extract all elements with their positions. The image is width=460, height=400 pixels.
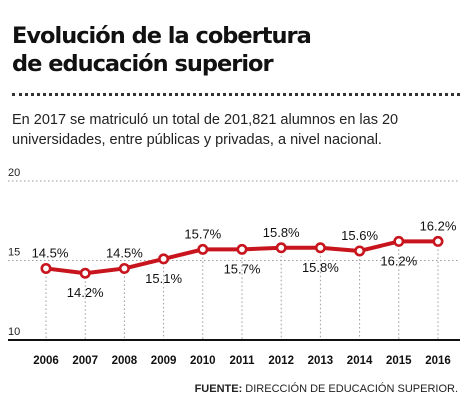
x-tick-label: 2013 <box>308 355 334 367</box>
x-tick-label: 2011 <box>230 355 256 367</box>
x-tick-label: 2006 <box>33 355 59 367</box>
source-label: FUENTE: <box>194 383 243 395</box>
x-tick-label: 2014 <box>347 355 373 367</box>
title-line-1: Evolución de la cobertura <box>12 23 312 49</box>
x-tick-label: 2015 <box>386 355 412 367</box>
data-point-marker <box>236 243 248 255</box>
data-point-marker <box>275 242 287 254</box>
data-point-marker <box>432 235 444 247</box>
y-tick-label: 10 <box>8 326 20 338</box>
x-tick-label: 2008 <box>112 355 138 367</box>
data-point-marker <box>158 253 170 265</box>
data-label: 15.7% <box>184 226 221 241</box>
x-tick-label: 2009 <box>151 355 177 367</box>
chart-subtitle: En 2017 se matriculó un total de 201,821… <box>12 112 399 148</box>
data-point-marker <box>393 235 405 247</box>
source-note: FUENTE: DIRECCIÓN DE EDUCACIÓN SUPERIOR. <box>195 383 458 395</box>
data-label: 15.8% <box>302 260 339 275</box>
y-tick-label: 20 <box>8 167 20 179</box>
data-label: 15.7% <box>224 261 261 276</box>
x-tick-label: 2007 <box>72 355 98 367</box>
data-point-marker <box>118 262 130 274</box>
y-tick-label: 15 <box>8 247 20 259</box>
source-text: DIRECCIÓN DE EDUCACIÓN SUPERIOR. <box>242 383 458 395</box>
x-tick-label: 2010 <box>190 355 216 367</box>
x-tick-label: 2016 <box>425 355 451 367</box>
title-divider <box>12 93 460 96</box>
data-point-marker <box>79 267 91 279</box>
data-point-marker <box>354 245 366 257</box>
data-point-marker <box>314 242 326 254</box>
data-point-marker <box>197 243 209 255</box>
data-label: 16.2% <box>380 253 417 268</box>
data-label: 16.2% <box>420 218 457 233</box>
x-tick-label: 2012 <box>268 355 294 367</box>
data-label: 14.5% <box>32 245 69 260</box>
data-label: 15.6% <box>341 228 378 243</box>
title-line-2: de educación superior <box>12 51 274 77</box>
data-label: 15.1% <box>145 271 182 286</box>
data-label: 14.2% <box>67 285 104 300</box>
data-label: 14.5% <box>106 245 143 260</box>
data-point-marker <box>40 262 52 274</box>
data-label: 15.8% <box>263 225 300 240</box>
chart-title: Evolución de la cobertura de educación s… <box>12 22 452 78</box>
